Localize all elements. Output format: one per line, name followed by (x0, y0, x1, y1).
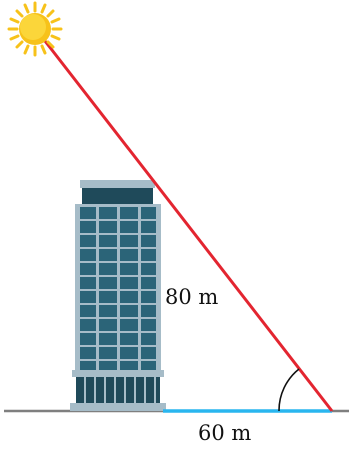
building-icon (70, 180, 166, 411)
base-label: 60 m (198, 421, 252, 445)
sun-icon (7, 1, 63, 57)
sun-ray-line (36, 31, 334, 412)
angle-arc (278, 368, 300, 412)
height-label: 80 m (165, 285, 219, 309)
